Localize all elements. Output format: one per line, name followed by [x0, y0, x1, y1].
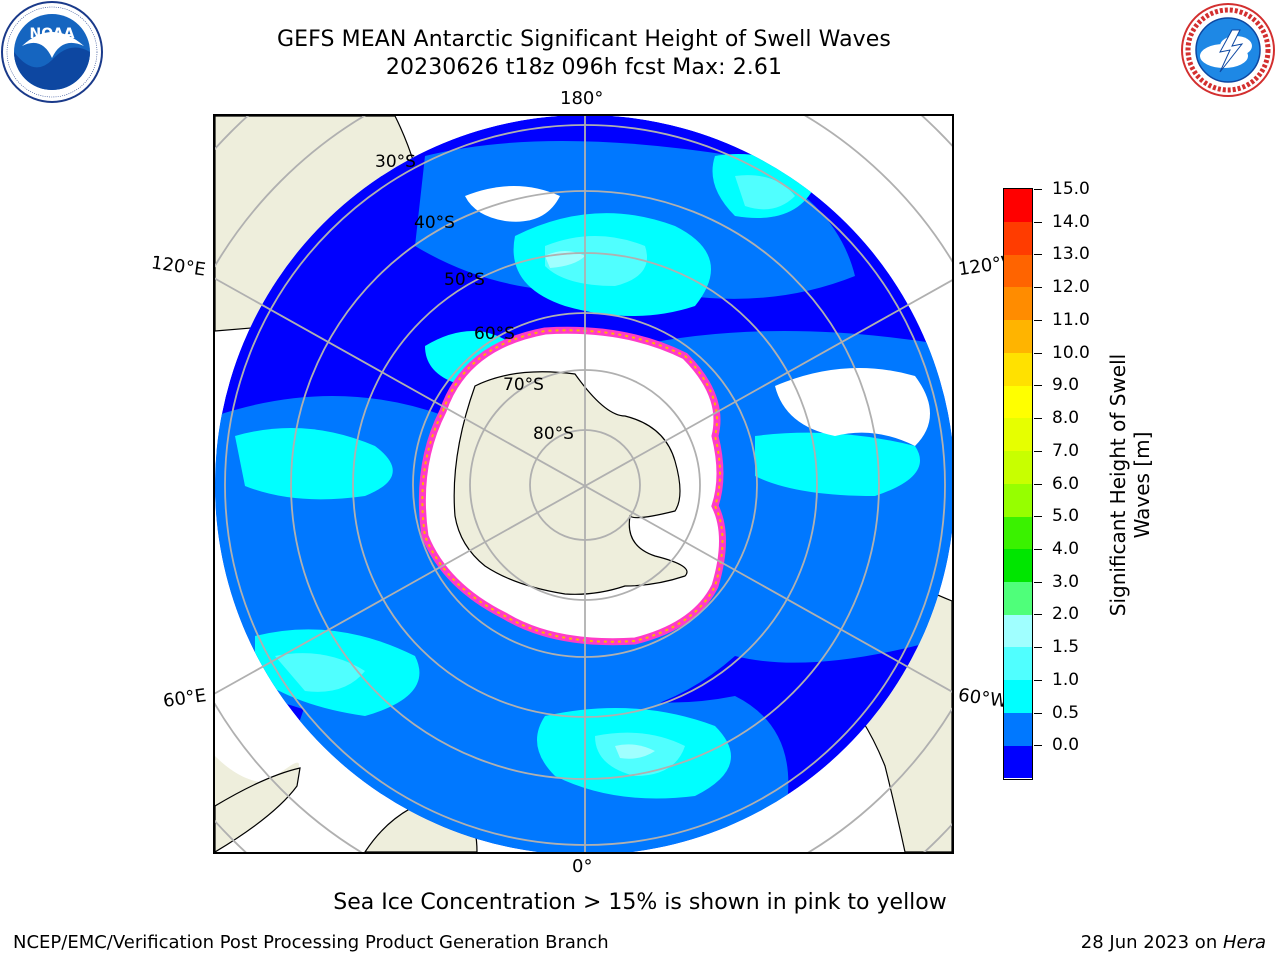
colorbar-tick — [1034, 385, 1042, 387]
colorbar-segment — [1004, 352, 1032, 386]
lat-label-60s: 60°S — [474, 324, 515, 344]
colorbar-tick — [1034, 418, 1042, 420]
title-line-1: GEFS MEAN Antarctic Significant Height o… — [276, 27, 891, 52]
colorbar-tick-label: 0.5 — [1052, 702, 1080, 723]
colorbar-tick — [1034, 614, 1042, 616]
colorbar-tick — [1034, 679, 1042, 681]
colorbar-tick-label: 2.0 — [1052, 604, 1080, 625]
colorbar-segment — [1004, 254, 1032, 288]
noaa-logo-icon: NOAA — [1, 1, 103, 103]
colorbar-tick-label: 6.0 — [1052, 473, 1080, 494]
colorbar-segment — [1004, 385, 1032, 419]
colorbar-tick — [1034, 516, 1042, 518]
colorbar-tick — [1034, 647, 1042, 649]
polar-map[interactable] — [213, 114, 954, 854]
colorbar-segment — [1004, 516, 1032, 550]
colorbar-tick — [1034, 712, 1042, 714]
colorbar-tick-label: 5.0 — [1052, 506, 1080, 527]
colorbar-tick-label: 1.0 — [1052, 669, 1080, 690]
colorbar-segment — [1004, 614, 1032, 648]
noaa-logo-text: NOAA — [30, 26, 75, 42]
colorbar-segment — [1004, 418, 1032, 452]
run-date: 28 Jun 2023 on Hera — [1081, 932, 1266, 953]
lon-label-120e: 120°E — [149, 252, 207, 281]
colorbar-tick — [1034, 352, 1042, 354]
colorbar-segment — [1004, 189, 1032, 222]
lat-label-50s: 50°S — [444, 270, 485, 290]
colorbar-segment — [1004, 450, 1032, 484]
machine-name: Hera — [1222, 932, 1266, 953]
lat-label-30s: 30°S — [375, 152, 416, 172]
colorbar-tick-label: 11.0 — [1052, 309, 1090, 330]
colorbar-segment — [1004, 712, 1032, 746]
colorbar-tick — [1034, 254, 1042, 256]
colorbar-tick — [1034, 745, 1042, 747]
sea-ice-note: Sea Ice Concentration > 15% is shown in … — [333, 890, 947, 915]
colorbar-tick — [1034, 581, 1042, 583]
colorbar-segment — [1004, 548, 1032, 582]
colorbar-tick — [1034, 319, 1042, 321]
lat-label-70s: 70°S — [503, 375, 544, 395]
colorbar-tick — [1034, 287, 1042, 289]
colorbar-segment — [1004, 581, 1032, 615]
colorbar-tick-label: 8.0 — [1052, 408, 1080, 429]
colorbar — [1003, 188, 1033, 780]
credit-text: NCEP/EMC/Verification Post Processing Pr… — [13, 932, 609, 953]
colorbar-segment — [1004, 319, 1032, 353]
colorbar-segment — [1004, 745, 1032, 779]
colorbar-tick-label: 12.0 — [1052, 277, 1090, 298]
lon-label-60w: 60°W — [956, 684, 1009, 713]
lat-label-40s: 40°S — [414, 213, 455, 233]
title-line-2: 20230626 t18z 096h fcst Max: 2.61 — [385, 55, 783, 80]
lon-label-180: 180° — [560, 88, 604, 109]
colorbar-tick-label: 10.0 — [1052, 342, 1090, 363]
lon-label-0: 0° — [572, 856, 593, 877]
colorbar-tick — [1034, 483, 1042, 485]
colorbar-segment — [1004, 221, 1032, 255]
colorbar-label-line-2: Waves [m] — [1130, 431, 1154, 539]
lon-label-60e: 60°E — [161, 685, 208, 712]
colorbar-tick-label: 0.0 — [1052, 735, 1080, 756]
run-date-text: 28 Jun 2023 on — [1080, 932, 1223, 953]
colorbar-segment — [1004, 679, 1032, 713]
graticule — [215, 116, 952, 852]
chart-title: GEFS MEAN Antarctic Significant Height o… — [214, 26, 954, 82]
colorbar-tick — [1034, 189, 1042, 190]
colorbar-tick-label: 1.5 — [1052, 637, 1080, 658]
lat-label-80s: 80°S — [533, 424, 574, 444]
map-canvas — [215, 116, 952, 852]
colorbar-tick-label: 7.0 — [1052, 440, 1080, 461]
colorbar-tick-label: 9.0 — [1052, 375, 1080, 396]
colorbar-tick — [1034, 548, 1042, 550]
colorbar-segment — [1004, 287, 1032, 321]
colorbar-label-line-1: Significant Height of Swell — [1106, 353, 1130, 617]
colorbar-tick-label: 14.0 — [1052, 211, 1090, 232]
colorbar-segment — [1004, 647, 1032, 681]
nws-logo-icon — [1181, 3, 1275, 97]
colorbar-tick — [1034, 450, 1042, 452]
ocean-field — [215, 116, 952, 852]
colorbar-segment — [1004, 483, 1032, 517]
colorbar-tick-label: 13.0 — [1052, 244, 1090, 265]
colorbar-tick-label: 3.0 — [1052, 571, 1080, 592]
colorbar-tick-label: 4.0 — [1052, 538, 1080, 559]
colorbar-tick — [1034, 221, 1042, 223]
colorbar-tick-label: 15.0 — [1052, 179, 1090, 199]
